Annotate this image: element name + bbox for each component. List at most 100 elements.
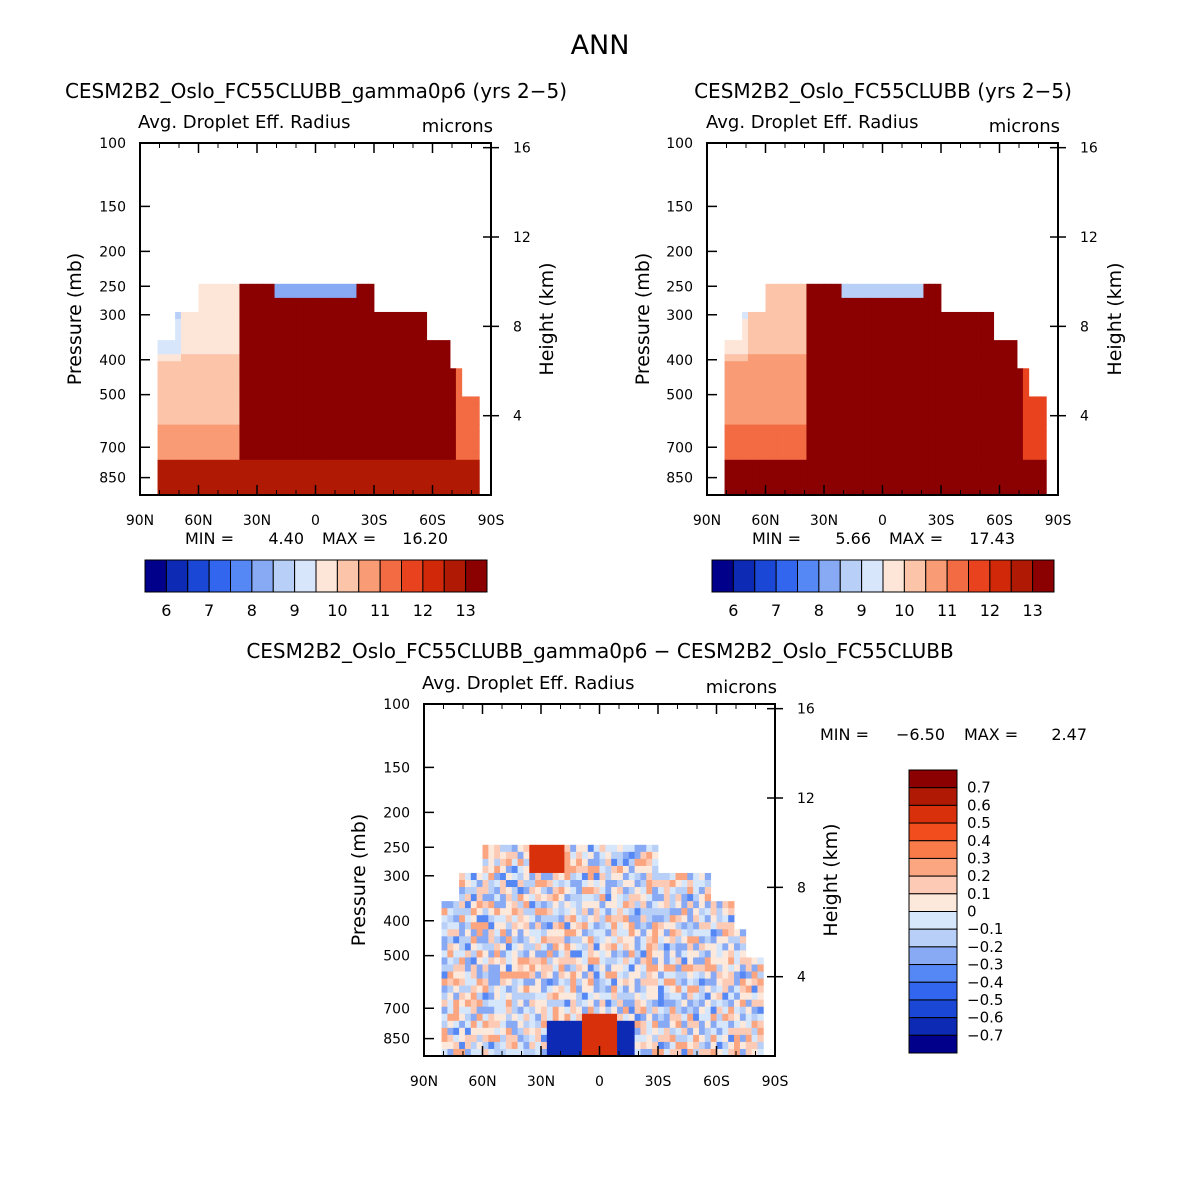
data-cell — [675, 1048, 682, 1057]
data-cell — [368, 311, 375, 320]
data-cell — [488, 901, 495, 909]
data-cell — [847, 487, 854, 496]
data-cell — [941, 424, 948, 433]
data-cell — [751, 992, 758, 1001]
data-cell — [450, 382, 457, 390]
data-cell — [216, 368, 223, 376]
data-cell — [859, 424, 866, 433]
data-cell — [379, 311, 387, 320]
data-cell — [581, 872, 589, 881]
data-cell — [751, 957, 758, 965]
data-cell — [605, 971, 612, 979]
data-cell — [391, 340, 398, 348]
data-cell — [500, 851, 507, 860]
data-cell — [905, 410, 913, 418]
y-tick-label: 100 — [99, 136, 126, 152]
data-cell — [476, 1048, 483, 1057]
data-cell — [274, 340, 281, 348]
data-cell — [523, 908, 530, 916]
data-cell — [470, 908, 478, 916]
data-cell — [628, 901, 635, 909]
data-cell — [441, 929, 448, 937]
colorbar-label: 9 — [857, 601, 867, 620]
data-cell — [593, 858, 600, 867]
data-cell — [824, 347, 831, 355]
data-cell — [414, 410, 422, 418]
data-cell — [576, 908, 583, 916]
data-cell — [523, 964, 530, 972]
data-cell — [1040, 410, 1047, 418]
data-cell — [338, 283, 346, 292]
data-cell — [681, 901, 688, 909]
data-cell — [587, 1013, 595, 1022]
data-cell — [529, 1027, 536, 1036]
y-right-tick-label: 8 — [797, 880, 806, 896]
data-cell — [180, 319, 188, 327]
data-cell — [999, 424, 1006, 433]
data-cell — [546, 1041, 554, 1050]
data-cell — [505, 872, 513, 881]
data-cell — [646, 1041, 653, 1050]
data-cell — [722, 915, 729, 923]
data-cell — [321, 431, 328, 440]
data-cell — [952, 487, 959, 496]
min-value: 4.40 — [268, 529, 304, 548]
data-cell — [546, 936, 554, 944]
data-cell — [788, 424, 796, 433]
data-cell — [239, 452, 246, 461]
data-cell — [476, 894, 483, 902]
data-cell — [812, 283, 819, 292]
data-cell — [362, 361, 369, 369]
data-cell — [765, 319, 772, 327]
data-cell — [233, 473, 240, 482]
data-cell — [570, 915, 577, 923]
data-cell — [262, 311, 270, 320]
data-cell — [500, 915, 507, 923]
data-cell — [911, 452, 918, 461]
data-cell — [730, 340, 737, 348]
data-cell — [611, 858, 618, 867]
data-cell — [385, 445, 392, 454]
data-cell — [198, 333, 205, 341]
data-cell — [716, 1006, 723, 1015]
data-cell — [730, 347, 737, 355]
data-cell — [783, 473, 790, 482]
data-cell — [204, 340, 211, 348]
data-cell — [546, 922, 554, 930]
data-cell — [923, 459, 930, 468]
data-cell — [453, 1034, 460, 1043]
data-cell — [734, 1006, 741, 1015]
data-cell — [186, 361, 194, 369]
data-cell — [315, 340, 322, 348]
data-cell — [426, 340, 433, 348]
data-cell — [952, 340, 959, 348]
data-cell — [669, 880, 676, 888]
data-cell — [658, 992, 665, 1001]
data-cell — [663, 1034, 671, 1043]
data-cell — [964, 326, 971, 334]
data-cell — [783, 347, 790, 355]
data-cell — [599, 985, 606, 994]
data-cell — [470, 957, 478, 965]
data-cell — [356, 326, 363, 334]
data-cell — [494, 880, 501, 888]
data-cell — [669, 908, 676, 916]
data-cell — [941, 396, 948, 404]
data-cell — [186, 438, 194, 447]
data-cell — [693, 901, 700, 909]
data-cell — [262, 375, 270, 383]
data-cell — [882, 396, 889, 404]
data-cell — [529, 936, 536, 944]
data-cell — [952, 361, 959, 369]
data-cell — [221, 452, 229, 461]
data-cell — [385, 410, 392, 418]
data-cell — [923, 473, 930, 482]
data-cell — [420, 487, 428, 496]
data-cell — [180, 459, 188, 468]
data-cell — [882, 333, 889, 341]
data-cell — [783, 459, 790, 468]
data-cell — [829, 311, 837, 320]
data-cell — [175, 438, 182, 447]
data-cell — [829, 424, 837, 433]
data-cell — [356, 368, 363, 376]
